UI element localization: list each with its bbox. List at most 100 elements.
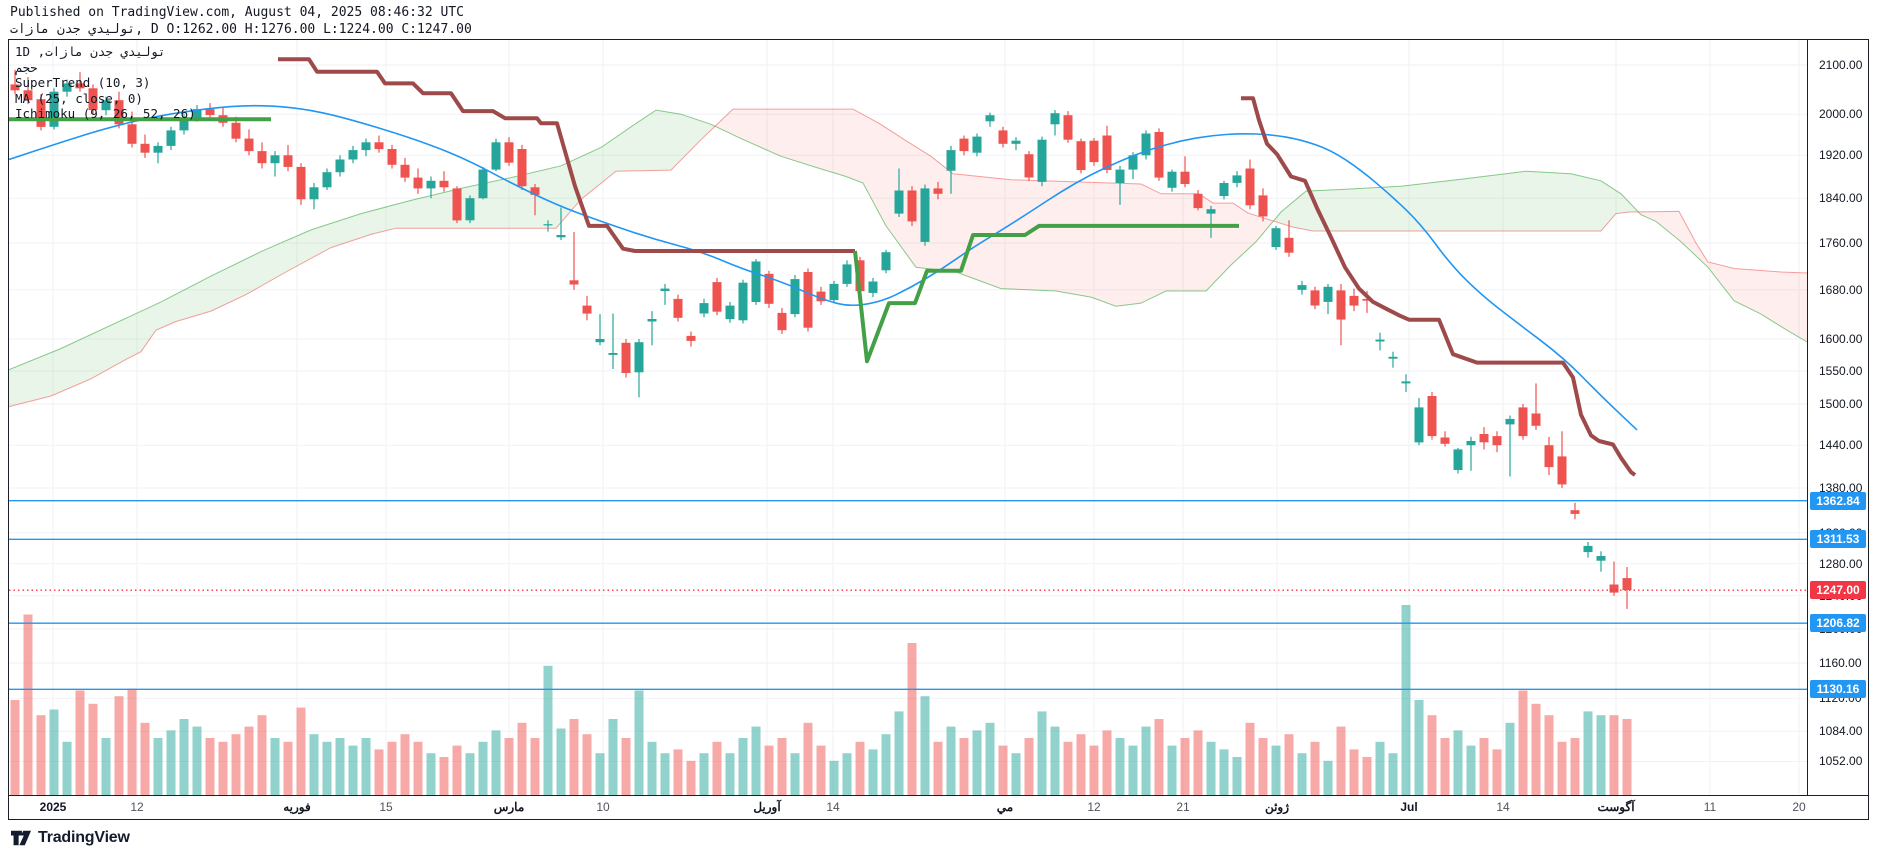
volume-bar — [1297, 753, 1307, 795]
volume-bar — [907, 643, 917, 795]
candle — [933, 188, 943, 194]
volume-bar — [1349, 749, 1359, 795]
volume-bar — [413, 741, 423, 795]
candle — [894, 190, 904, 214]
volume-bar — [1011, 753, 1021, 795]
volume-bar — [1258, 738, 1268, 795]
candle — [1245, 168, 1255, 206]
tradingview-logo[interactable]: TradingView — [10, 828, 130, 848]
volume-bar — [1570, 738, 1580, 795]
time-tick-label: 12 — [130, 800, 144, 814]
candle — [465, 198, 475, 221]
candle — [1466, 441, 1476, 446]
volume-bar — [1076, 734, 1086, 795]
tradingview-logo-icon — [11, 830, 31, 846]
candle — [829, 283, 839, 301]
price-level-badge: 1130.16 — [1810, 680, 1866, 699]
volume-bar — [49, 709, 59, 795]
candle — [140, 143, 150, 153]
candle — [1167, 171, 1177, 188]
volume-bar — [1037, 711, 1047, 795]
volume-bar — [1375, 741, 1385, 795]
candle — [1453, 449, 1463, 470]
volume-bar — [894, 711, 904, 795]
volume-bar — [426, 753, 436, 795]
volume-bar — [1102, 730, 1112, 795]
candle — [114, 100, 124, 125]
time-tick-label: مارس — [493, 800, 525, 814]
candle — [1401, 381, 1411, 384]
candle — [127, 124, 137, 144]
candle — [725, 305, 735, 320]
volume-bar — [1440, 738, 1450, 795]
price-level-badge: 1362.84 — [1810, 491, 1866, 510]
candle — [153, 145, 163, 153]
candle — [842, 264, 852, 284]
chart-canvas[interactable] — [9, 40, 1807, 795]
legend-ichimoku-row[interactable]: Ichimoku (9, 26, 52, 26) — [15, 106, 196, 121]
candle — [1440, 437, 1450, 444]
candle — [1531, 413, 1541, 426]
price-tick-label: 1160.00 — [1819, 656, 1862, 671]
volume-bar — [296, 707, 306, 795]
candle — [608, 353, 618, 355]
candle — [1310, 290, 1320, 306]
candle — [231, 122, 241, 139]
candle — [1141, 133, 1151, 156]
volume-bar — [1245, 722, 1255, 795]
candle — [777, 312, 787, 331]
volume-bar — [647, 741, 657, 795]
candle — [322, 172, 332, 188]
candle — [426, 180, 436, 189]
candle — [1323, 286, 1333, 302]
legend-timeframe[interactable]: 1D — [15, 44, 31, 59]
volume-bar — [1622, 719, 1632, 795]
candle — [192, 109, 202, 119]
price-axis[interactable]: 2100.00 2000.00 1920.00 1840.00 1760.00 1680.… — [1807, 40, 1868, 795]
candle — [751, 261, 761, 302]
candle — [1570, 510, 1580, 514]
volume-bar — [816, 745, 826, 795]
legend-supertrend-row[interactable]: SuperTrend (10, 3) — [15, 75, 151, 90]
supertrend-down — [1241, 96, 1637, 477]
time-axis[interactable]: 2025 12 فوريه 15 مارس 10 آوريل 14 مي 12 21 ژوئن Jul 1… — [9, 795, 1868, 819]
legend-volume-row[interactable]: حجم — [15, 59, 38, 75]
volume-bar — [790, 753, 800, 795]
symbol-ohlc-values: , D O:1262.00 H:1276.00 L:1224.00 C:1247… — [135, 22, 472, 37]
candle — [1375, 339, 1385, 342]
volume-bar — [114, 696, 124, 795]
candle — [374, 142, 384, 150]
volume-bar — [439, 757, 449, 795]
volume-bar — [1128, 745, 1138, 795]
candle — [1011, 140, 1021, 144]
ichimoku-spanA — [9, 109, 1807, 371]
supertrend — [9, 57, 1637, 477]
volume-bar — [322, 741, 332, 795]
chart-plot-area[interactable]: 1D ,توليدي جدن مازات حجم SuperTrend (10,… — [9, 40, 1807, 795]
candle — [1414, 407, 1424, 443]
candle — [1232, 175, 1242, 183]
volume-bar — [959, 738, 969, 795]
candle — [699, 303, 709, 314]
time-tick-label: 15 — [379, 800, 393, 814]
candle — [1518, 407, 1528, 437]
volume-bar — [179, 719, 189, 795]
legend-ma-row[interactable]: MA (25, close, 0) — [15, 90, 143, 106]
volume-bar — [777, 738, 787, 795]
volume-bar — [23, 614, 33, 795]
volume-bar — [920, 696, 930, 795]
volume-bar — [101, 738, 111, 795]
volume-bar — [62, 741, 72, 795]
volume-bar — [660, 753, 670, 795]
candle — [595, 339, 605, 343]
publish-header: Published on TradingView.com, August 04,… — [10, 4, 472, 38]
legend-symbol-name[interactable]: توليدي جدن مازات — [45, 44, 166, 59]
legend-symbol-row[interactable]: 1D ,توليدي جدن مازات — [15, 44, 166, 59]
candle — [1284, 237, 1294, 253]
candle — [1505, 418, 1515, 425]
candle — [985, 115, 995, 122]
volume-bar — [1323, 760, 1333, 795]
candle — [296, 166, 306, 200]
volume-bar — [270, 738, 280, 795]
candle — [1544, 445, 1554, 468]
